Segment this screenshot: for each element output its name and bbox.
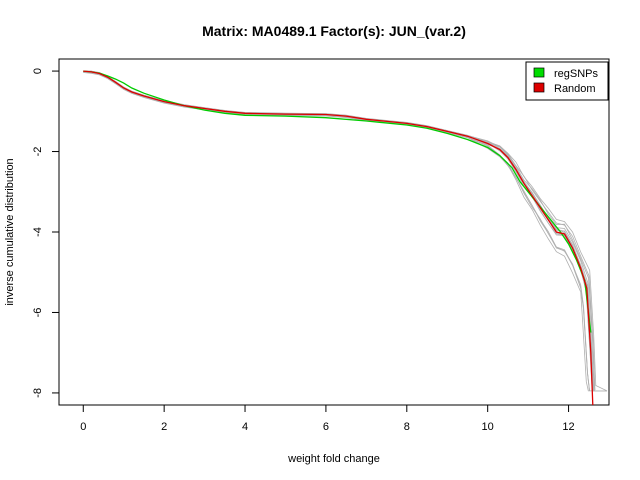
y-tick-label: -6 xyxy=(32,308,44,318)
plot-frame xyxy=(58,58,610,406)
y-tick-label: -8 xyxy=(32,388,44,398)
legend: regSNPs Random xyxy=(525,61,609,101)
legend-label-regsnps: regSNPs xyxy=(554,68,599,80)
y-tick-label: -4 xyxy=(32,227,44,237)
y-tick-label: -2 xyxy=(32,147,44,157)
chart-title: Matrix: MA0489.1 Factor(s): JUN_(var.2) xyxy=(202,23,466,39)
series-line-regsnps xyxy=(83,70,592,333)
y-axis-label: inverse cumulative distribution xyxy=(4,158,16,305)
random-sample-line xyxy=(83,71,590,391)
legend-label-random: Random xyxy=(554,83,596,95)
x-tick-label: 2 xyxy=(161,421,167,433)
legend-swatch-random xyxy=(533,82,545,93)
x-tick-label: 10 xyxy=(482,421,494,433)
x-tick-label: 8 xyxy=(404,421,410,433)
legend-swatch-regsnps xyxy=(533,67,545,78)
y-tick-label: 0 xyxy=(32,68,44,74)
random-sample-line xyxy=(83,72,607,392)
x-axis-label: weight fold change xyxy=(287,453,380,465)
series-line-random xyxy=(83,70,594,406)
x-tick-label: 0 xyxy=(80,421,86,433)
random-sample-line xyxy=(83,71,590,391)
x-tick-label: 6 xyxy=(323,421,329,433)
random-sample-line xyxy=(83,71,590,391)
x-tick-label: 4 xyxy=(242,421,248,433)
x-tick-label: 12 xyxy=(562,421,574,433)
y-axis: 0 -2 -4 -6 -8 xyxy=(32,68,60,398)
series-lines xyxy=(83,70,594,406)
x-axis: 0 2 4 6 8 10 12 xyxy=(80,404,575,433)
